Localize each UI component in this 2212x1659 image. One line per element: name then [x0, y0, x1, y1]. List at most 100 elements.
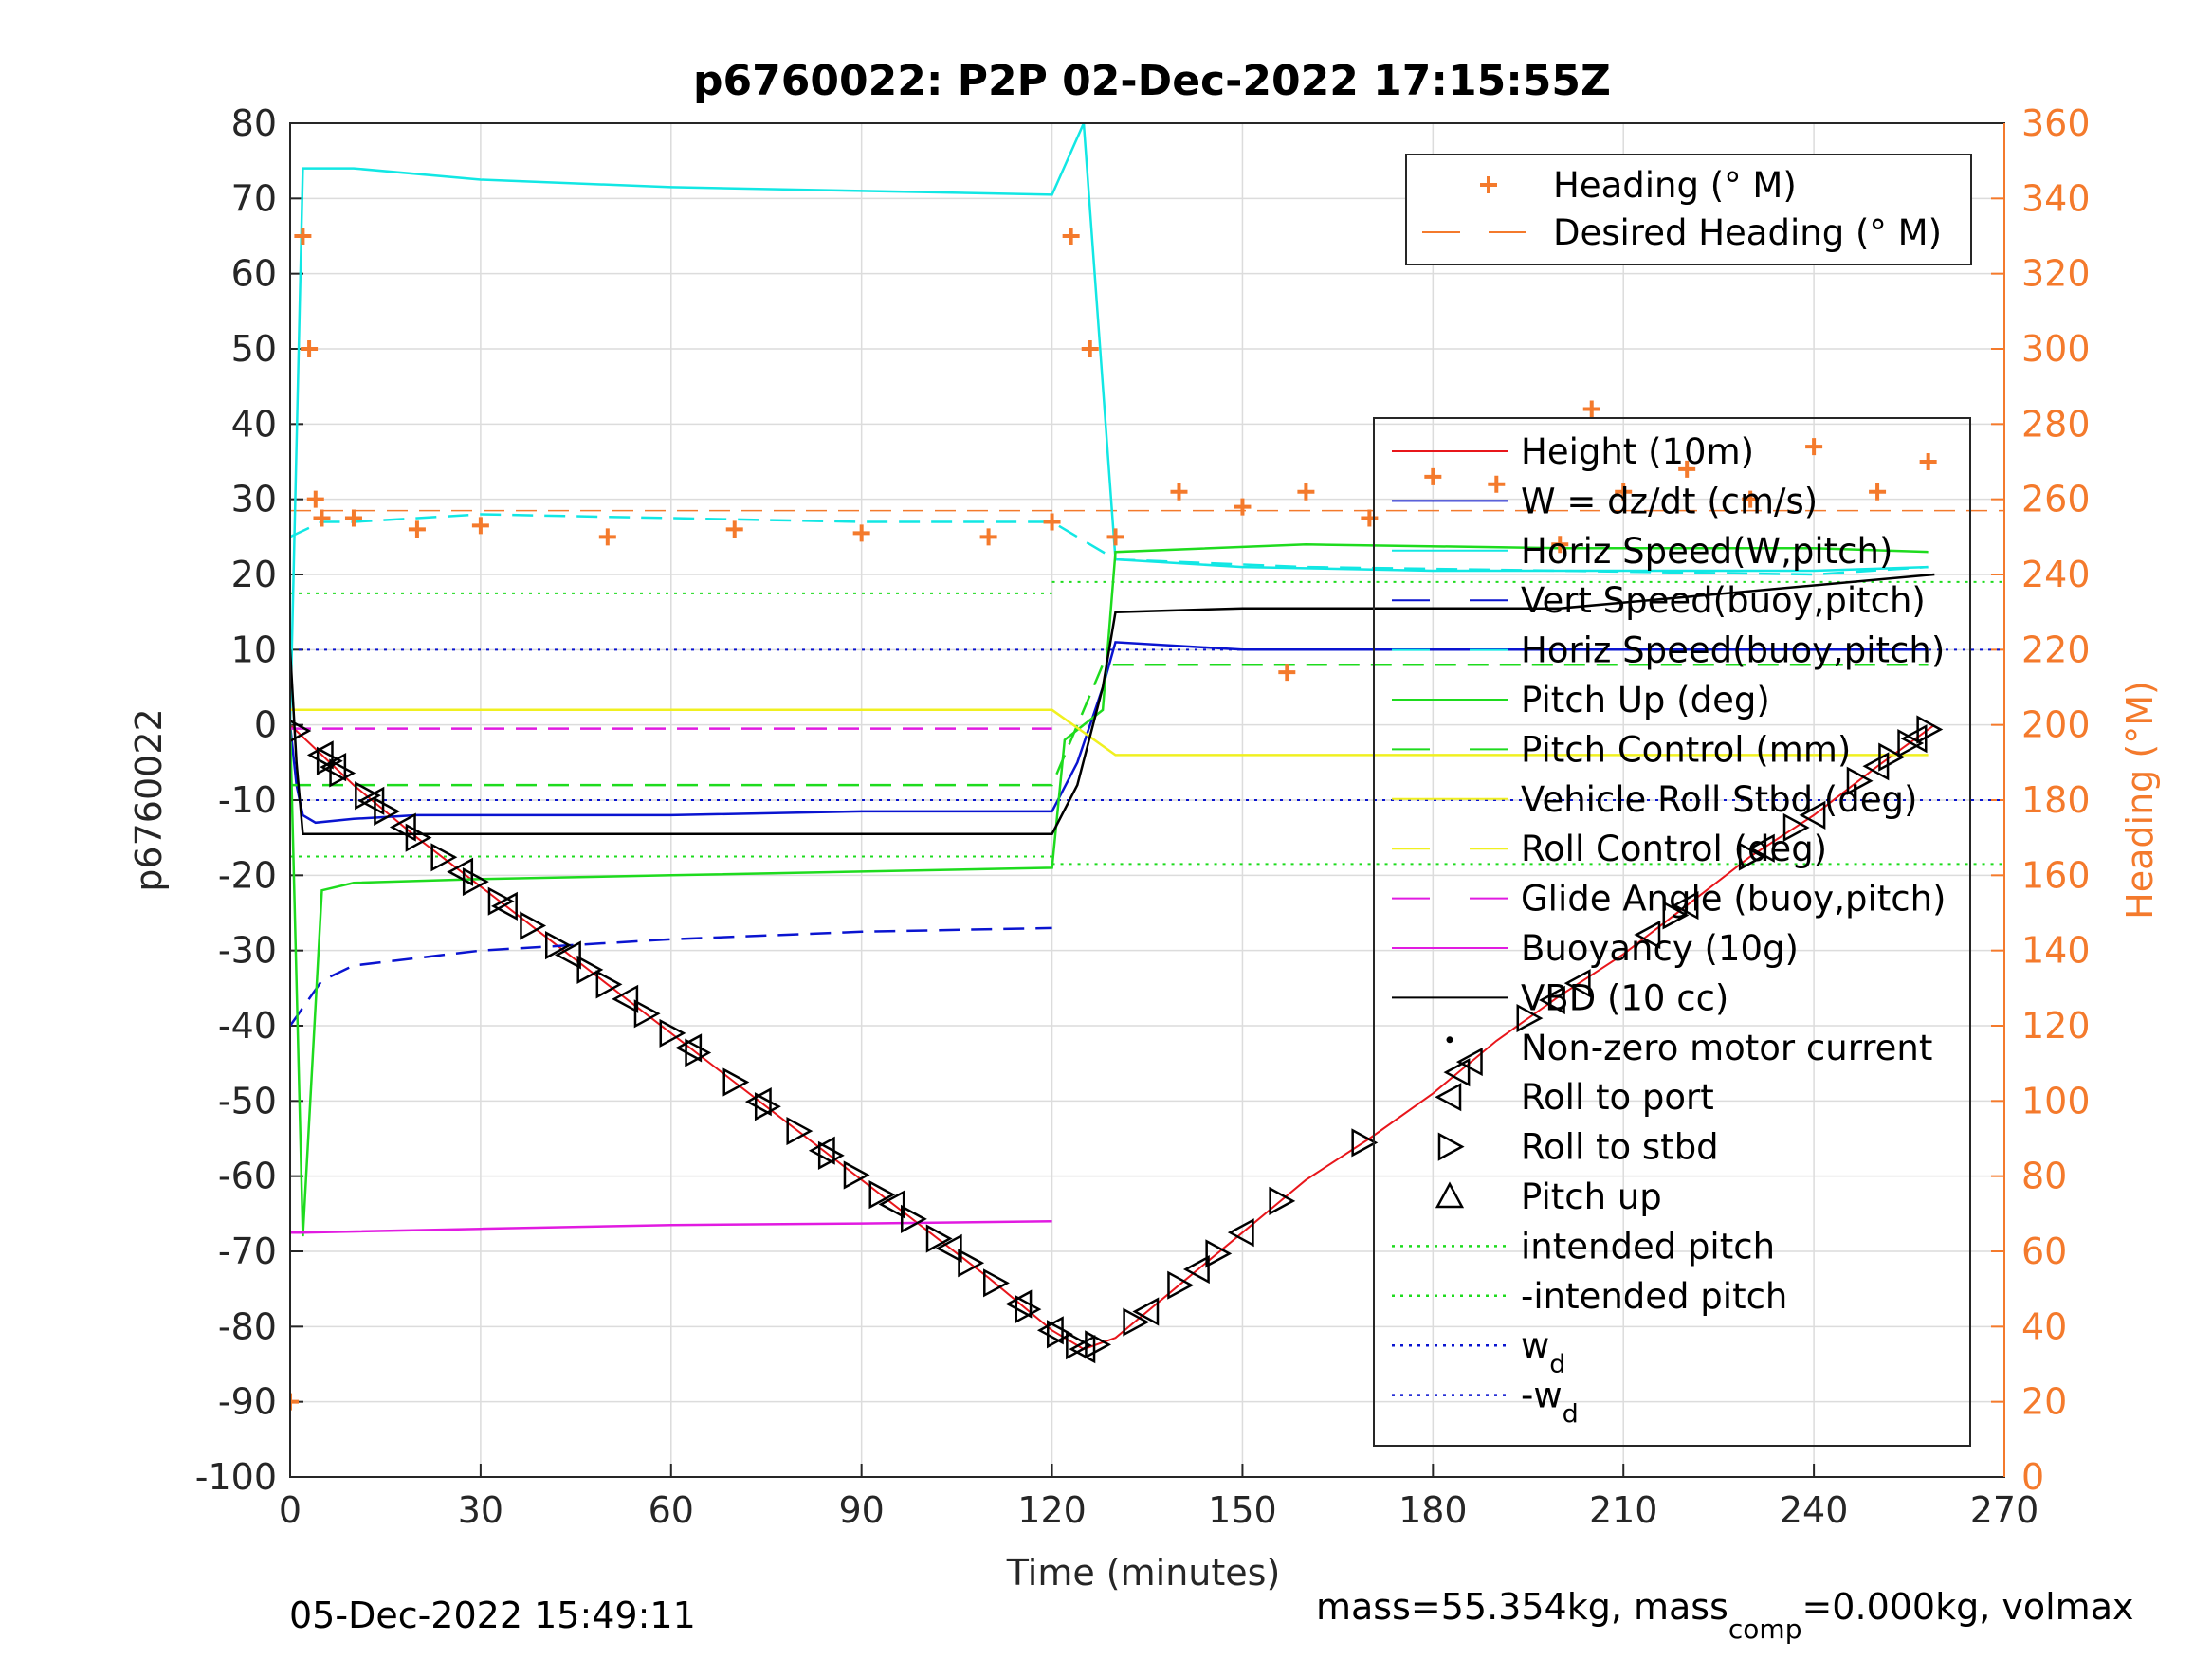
heading-point	[1742, 490, 1760, 508]
y-right-tick-label: 200	[2021, 704, 2091, 746]
y-right-tick-label: 60	[2021, 1231, 2067, 1272]
y-left-axis-label: p6760022	[128, 708, 170, 891]
roll-port-marker	[1672, 890, 1699, 921]
legend-label-subscript: d	[1563, 1400, 1579, 1430]
x-tick-label: 30	[458, 1489, 503, 1531]
legend-label: intended pitch	[1521, 1226, 1775, 1267]
roll-stbd-marker	[868, 1180, 896, 1210]
series-line	[290, 1220, 1052, 1234]
legend-label: Pitch Control (mm)	[1521, 729, 1851, 770]
roll-stbd-marker	[1167, 1270, 1195, 1300]
roll-stbd-marker	[1662, 901, 1690, 930]
y-left-tick-label: 10	[231, 629, 277, 670]
roll-stbd-marker	[544, 931, 572, 960]
roll-stbd-marker	[659, 1018, 686, 1048]
series-line	[290, 926, 1052, 1027]
footer-mass-main: mass=55.354kg, mass	[1316, 1586, 1728, 1628]
heading-point	[1805, 438, 1823, 456]
roll-stbd-marker	[1782, 812, 1810, 843]
roll-port-marker	[491, 891, 518, 921]
legend-main: Height (10m) W = dz/dt (cm/s) Horiz Speed(…	[1373, 417, 1971, 1447]
y-left-tick-labels: 80 70 60 50 40 30 20 10 0 -10 -20 -30 -40 -50 -60 -70 -8…	[195, 102, 277, 1498]
x-tick-label: 150	[1208, 1489, 1277, 1531]
roll-stbd-marker	[405, 823, 432, 852]
roll-stbd-marker	[316, 746, 343, 775]
footer-mass-sub: comp	[1728, 1613, 1802, 1645]
roll-port-marker	[1799, 800, 1826, 830]
legend-heading-label: Desired Heading (° M)	[1553, 212, 1942, 253]
y-right-tick-label: 320	[2021, 253, 2091, 295]
y-left-tick-label: 0	[254, 704, 277, 746]
roll-stbd-marker	[430, 843, 458, 872]
legend-label: Vert Speed(buoy,pitch)	[1521, 580, 1926, 621]
roll-stbd-marker	[290, 719, 312, 743]
x-tick-label: 0	[279, 1489, 302, 1531]
x-tick-label: 180	[1398, 1489, 1468, 1531]
heading-point	[979, 528, 997, 546]
heading-point	[1297, 483, 1315, 501]
y-left-tick-label: -30	[218, 930, 277, 972]
y-left-tick-label: -50	[218, 1080, 277, 1121]
heading-point	[1234, 498, 1252, 516]
roll-stbd-marker	[1897, 728, 1925, 758]
roll-stbd-marker	[1269, 1186, 1296, 1215]
series-line	[290, 543, 1929, 1237]
heading-point	[1488, 475, 1506, 493]
series-line	[290, 513, 1929, 576]
roll-stbd-marker	[900, 1204, 927, 1233]
x-tick-label: 60	[649, 1489, 694, 1531]
roll-stbd-marker	[1351, 1128, 1379, 1158]
legend-heading: Heading (° M) Desired Heading (° M)	[1405, 154, 1972, 265]
y-right-tick-label: 120	[2021, 1005, 2091, 1047]
y-right-tick-label: 180	[2021, 779, 2091, 821]
heading-point	[290, 1393, 299, 1411]
y-left-tick-label: -80	[218, 1305, 277, 1347]
y-right-tick-label: 260	[2021, 479, 2091, 520]
series-line	[290, 573, 1935, 835]
y-left-tick-label: 40	[231, 403, 277, 445]
y-right-tick-label: 20	[2021, 1381, 2067, 1423]
roll-stbd-marker	[1123, 1307, 1150, 1337]
y-right-tick-label: 240	[2021, 554, 2091, 595]
roll-stbd-marker	[374, 796, 401, 826]
roll-stbd-marker	[329, 758, 356, 788]
y-right-tick-label: 340	[2021, 177, 2091, 219]
y-right-tick-label: 360	[2021, 102, 2091, 144]
y-right-tick-label: 40	[2021, 1305, 2067, 1347]
heading-point	[471, 517, 489, 535]
y-left-tick-label: 30	[231, 479, 277, 520]
heading-point	[725, 520, 743, 538]
heading-point	[1678, 460, 1696, 478]
y-right-tick-label: 140	[2021, 930, 2091, 972]
roll-stbd-marker	[843, 1160, 870, 1190]
y-left-tick-label: 80	[231, 102, 277, 144]
roll-port-marker	[935, 1233, 962, 1263]
legend-label: Roll Control (deg)	[1521, 829, 1827, 869]
x-tick-label: 210	[1589, 1489, 1658, 1531]
roll-port-marker	[447, 857, 474, 886]
series-line	[290, 641, 1929, 825]
heading-point	[306, 490, 324, 508]
legend-label: Vehicle Roll Stbd (deg)	[1521, 779, 1917, 820]
roll-port-marker	[1227, 1218, 1254, 1248]
roll-stbd-marker	[633, 999, 661, 1029]
legend-symbol	[1446, 1036, 1453, 1044]
roll-stbd-marker	[1205, 1239, 1233, 1268]
roll-port-marker	[389, 812, 416, 842]
legend-label: Buoyancy (10g)	[1521, 928, 1799, 969]
heading-point	[301, 340, 319, 357]
y-right-tick-label: 280	[2021, 403, 2091, 445]
y-left-tick-label: -100	[195, 1456, 277, 1498]
legend-label: Non-zero motor current	[1521, 1028, 1932, 1068]
legend-label: Horiz Speed(W,pitch)	[1521, 531, 1892, 572]
roll-port-marker	[1862, 752, 1890, 781]
y-right-tick-label: 300	[2021, 328, 2091, 370]
roll-stbd-marker	[595, 970, 623, 999]
roll-stbd-marker	[983, 1268, 1010, 1298]
series-line	[290, 123, 1929, 725]
roll-port-marker	[1538, 985, 1565, 1015]
y-left-tick-label: 20	[231, 554, 277, 595]
y-right-tick-label: 0	[2021, 1456, 2044, 1498]
y-right-tick-label: 80	[2021, 1156, 2067, 1197]
